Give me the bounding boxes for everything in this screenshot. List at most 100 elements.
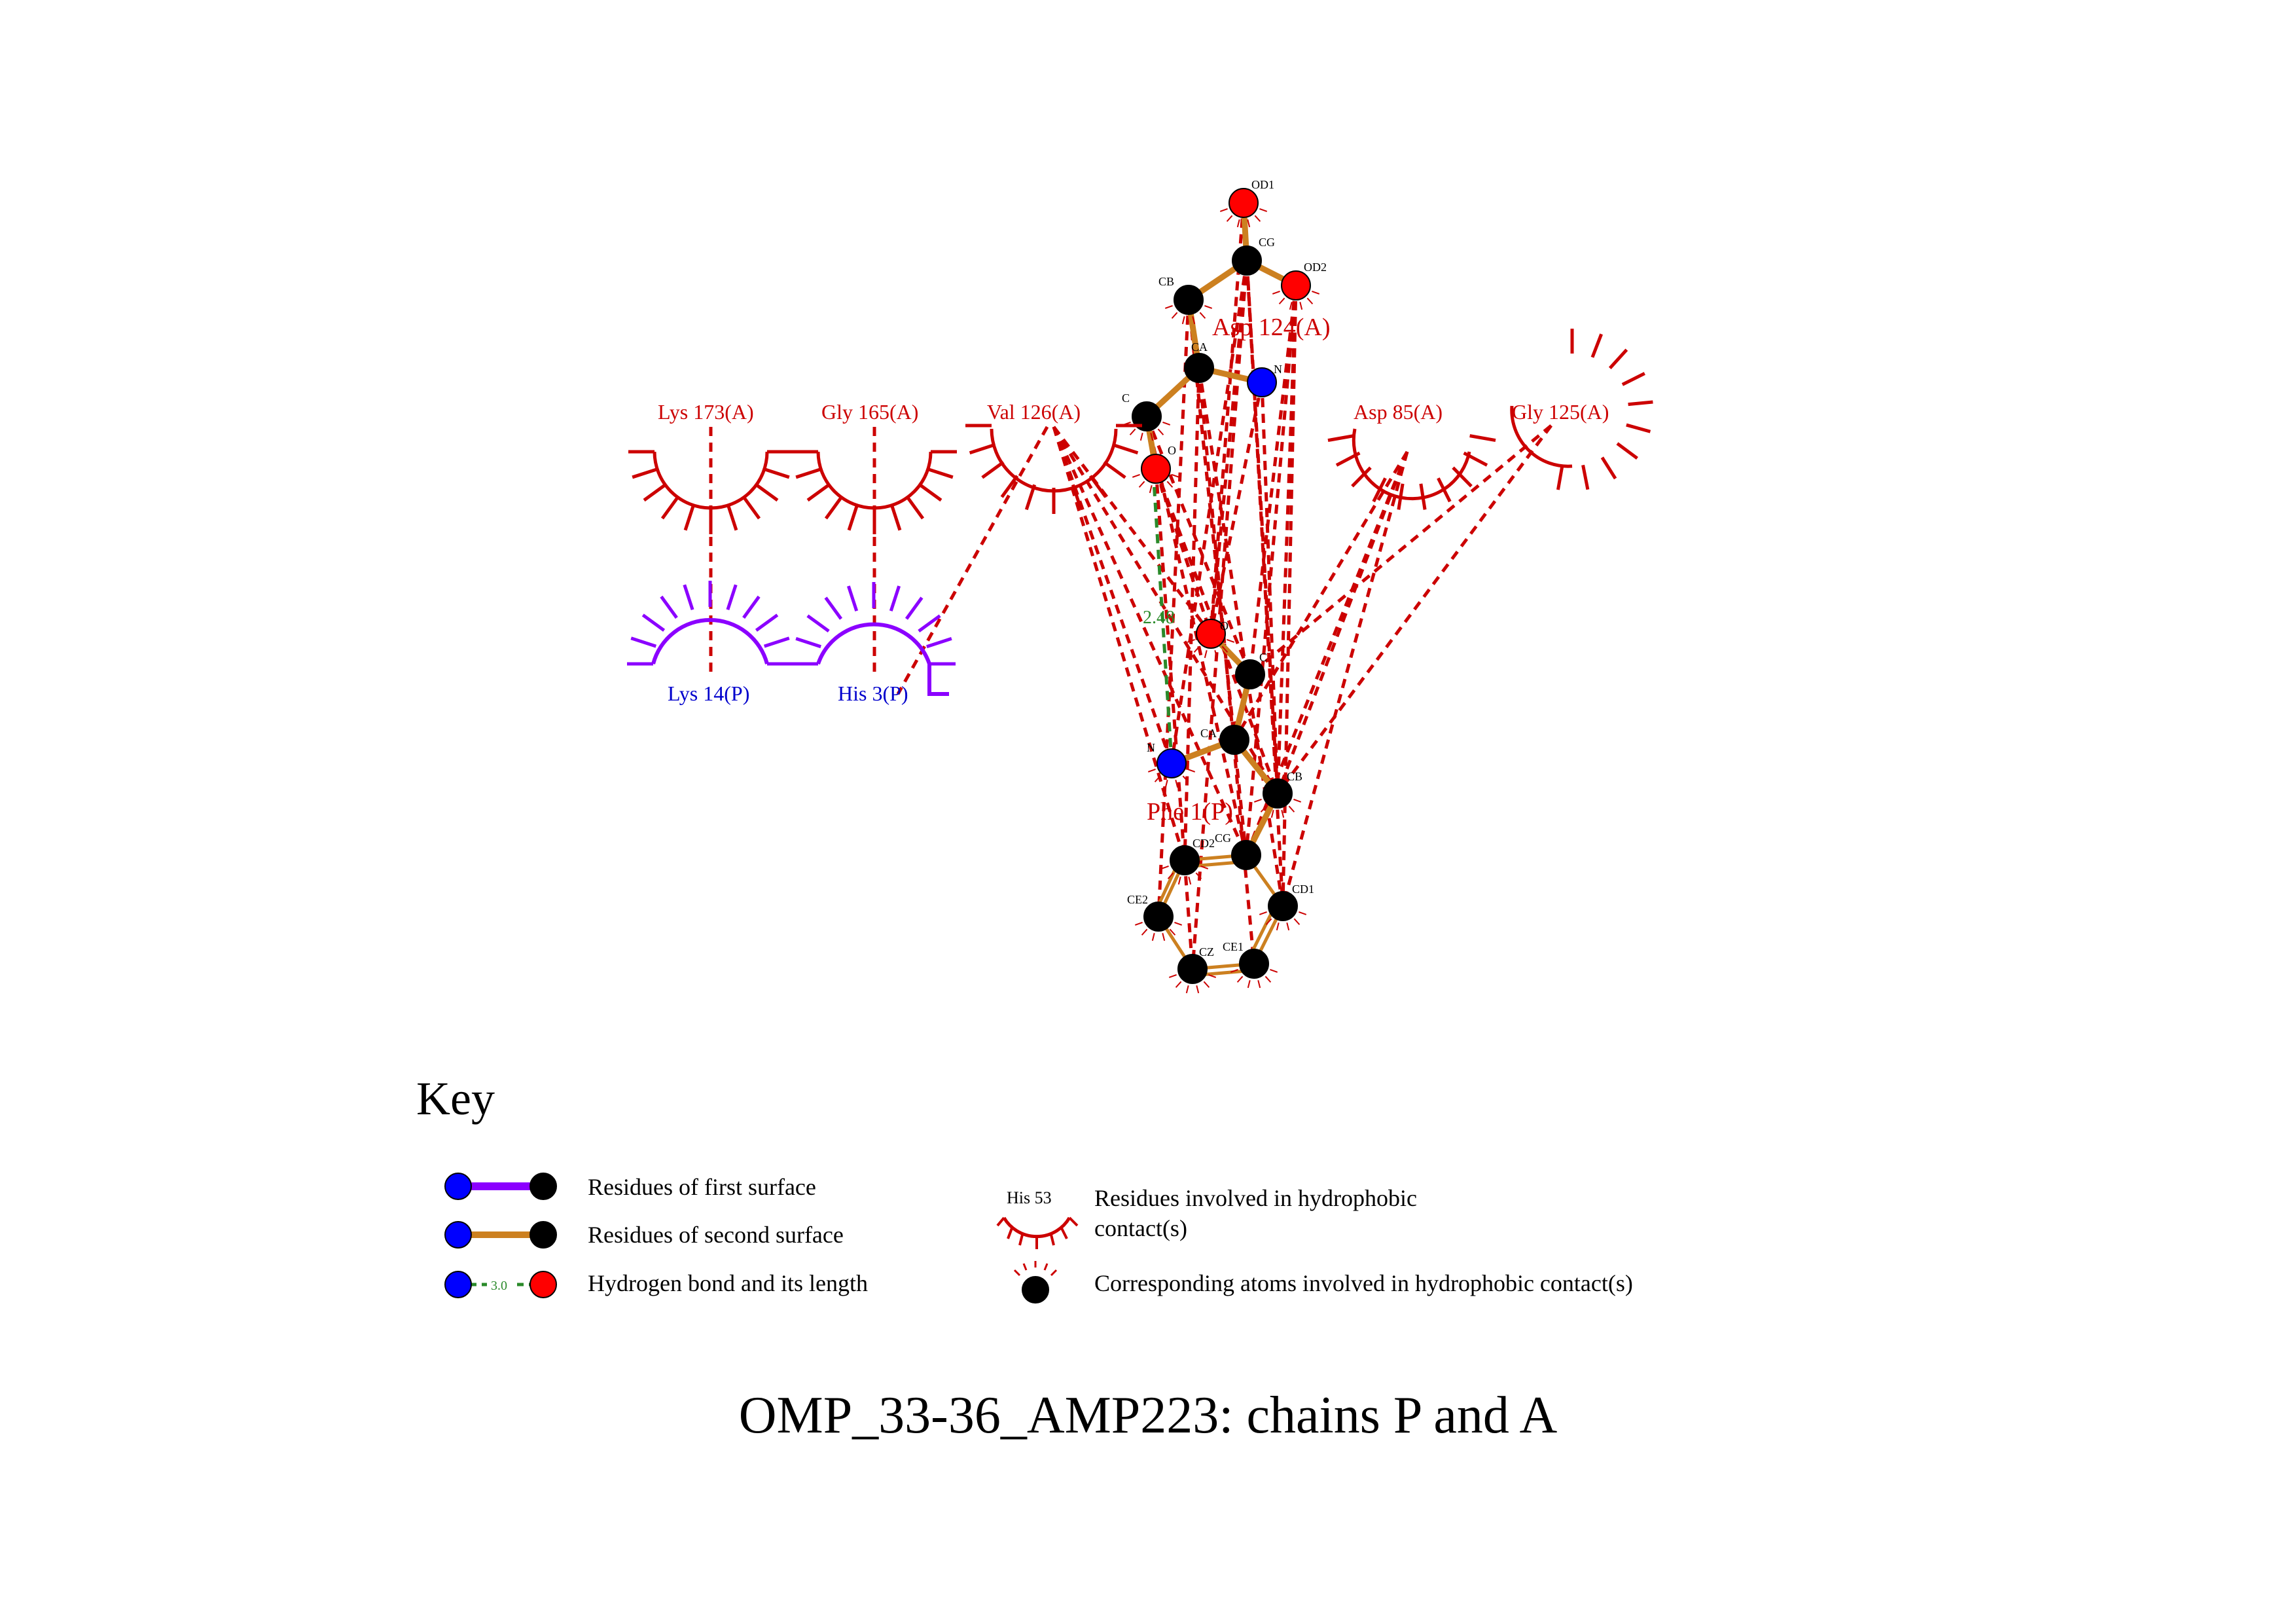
- residue-asp85-label: Asp 85(A): [1354, 400, 1443, 424]
- atom-contact-spoke: [1236, 976, 1244, 983]
- hydrophobic-tick: [683, 505, 695, 531]
- residue-gly125: Gly 125(A): [1510, 400, 1609, 468]
- hydrophobic-tick: [1000, 475, 1019, 498]
- asp124-atom-label: CA: [1191, 340, 1208, 354]
- atom-contact-spoke: [1236, 219, 1240, 228]
- atom-contact-spoke: [1181, 316, 1185, 325]
- key-second-surface-label: Residues of second surface: [588, 1222, 844, 1248]
- hydrophobic-tick: [660, 496, 679, 520]
- phe1-atom-ce2: CE2: [1127, 893, 1174, 932]
- hydrophobic-tick: [1335, 451, 1361, 467]
- atom-contact-spoke: [1227, 638, 1235, 643]
- hydrophobic-tick: [1463, 451, 1488, 467]
- atom-contact-spoke: [1166, 481, 1174, 488]
- atom-contact-spoke: [1187, 768, 1196, 773]
- key-title: Key: [416, 1072, 495, 1125]
- asp124-atom-ca: CA: [1184, 340, 1214, 383]
- hydrophobic-tick: [1628, 400, 1653, 407]
- hydrophobic-tick: [981, 460, 1005, 479]
- hydrophobic-tick: [1590, 333, 1603, 358]
- residue-his3-label: His 3(P): [838, 682, 908, 705]
- key-first-surface: Residues of first surface: [444, 1173, 816, 1200]
- atom-contact-spoke: [1247, 979, 1251, 989]
- key-contact-atom: Corresponding atoms involved in hydropho…: [1013, 1261, 1633, 1304]
- hydrophobic-tick: [1103, 460, 1126, 479]
- hydrophobic-tick: [1419, 483, 1427, 510]
- atom-contact-spoke: [1188, 876, 1192, 885]
- atom-contact-spoke: [1214, 649, 1218, 659]
- atom-contact-spoke: [1134, 921, 1143, 926]
- hydrophobic-contact-line: [1187, 299, 1236, 740]
- asp124-atom-label: OD1: [1251, 178, 1274, 191]
- atom-contact-spoke: [1187, 638, 1195, 643]
- atom-contact-spoke: [1270, 968, 1278, 973]
- atom-contact-spoke: [1208, 974, 1217, 978]
- hydrophobic-contact-lines: [709, 202, 1553, 970]
- hydrophobic-contact-line: [1248, 285, 1298, 675]
- asp124-atom-label: N: [1274, 363, 1282, 376]
- asp124-atom-label: CB: [1158, 275, 1174, 288]
- hydrophobic-tick: [764, 467, 790, 479]
- hydrophobic-tick: [1621, 372, 1645, 386]
- hydrophobic-tick: [755, 613, 779, 632]
- asp124-atom-label: O: [1168, 444, 1176, 457]
- asp124-atom-n: N: [1247, 363, 1282, 397]
- hydrophobic-tick: [742, 595, 761, 619]
- residue-his3: His 3(P): [816, 622, 949, 705]
- atom-contact-spoke: [1151, 932, 1155, 941]
- atom-contact-spoke: [1129, 428, 1136, 435]
- key-hydrophobic-residue: His 53 Residues involved in hydrophobic …: [996, 1185, 1417, 1249]
- residue-val126-label: Val 126(A): [987, 400, 1081, 424]
- atom-contact-spoke: [1159, 484, 1163, 494]
- atom-contact-spoke: [1293, 798, 1302, 803]
- hydrophobic-tick: [918, 614, 941, 633]
- key: Key Residues of first surface Residues o…: [416, 1072, 1633, 1304]
- ligand-a-label: Asp 124(A): [1212, 314, 1330, 341]
- atom-contact-spoke: [1306, 297, 1314, 304]
- atom-contact-spoke: [1162, 421, 1171, 426]
- atom-contact-spoke: [1259, 911, 1267, 915]
- phe1-atom-label: CZ: [1199, 945, 1214, 958]
- phe1-atom-c: C: [1235, 651, 1267, 689]
- hydrophobic-tick: [763, 636, 790, 648]
- atom-contact-spoke: [1195, 872, 1202, 879]
- hbond-length-label: 2.48: [1143, 608, 1175, 628]
- hydrophobic-contact-line: [1260, 382, 1280, 794]
- atom-contact-spoke: [1132, 473, 1140, 478]
- hydrophobic-ticks: [627, 208, 1653, 994]
- phe1-atom-cd1: CD1: [1268, 883, 1314, 921]
- hydrophobic-tick: [824, 596, 843, 620]
- atom-contact-spoke: [1203, 981, 1210, 988]
- hydrophobic-tick: [1088, 475, 1107, 498]
- atom-contact-spoke: [1160, 865, 1169, 869]
- key-hbond: 3.0 Hydrogen bond and its length: [444, 1270, 868, 1298]
- atom-contact-spoke: [1221, 646, 1229, 653]
- atom-contact-spoke: [1172, 473, 1180, 478]
- hydrophobic-tick: [1616, 442, 1638, 460]
- atom-contact-spoke: [1219, 208, 1228, 212]
- hydrophobic-contact-line: [1209, 202, 1246, 634]
- key-contact-atom-label: Corresponding atoms involved in hydropho…: [1094, 1270, 1633, 1296]
- phe1-atom-label: O: [1220, 619, 1229, 632]
- residue-lys173: Lys 173(A): [653, 400, 769, 510]
- atom-contact-spoke: [1192, 316, 1196, 325]
- atom-contact-spoke: [1260, 805, 1267, 812]
- hydrophobic-tick: [1469, 434, 1496, 443]
- atom-contact-spoke: [1177, 876, 1181, 885]
- key-hydrophobic-label-2: contact(s): [1094, 1215, 1187, 1241]
- asp124-atom-label: OD2: [1304, 261, 1327, 274]
- atom-contact-spoke: [1253, 798, 1262, 803]
- atom-contact-spoke: [1200, 865, 1209, 869]
- atom-contact-spoke: [1293, 918, 1300, 925]
- hydrophobic-tick: [806, 614, 830, 633]
- atom-contact-spoke: [1182, 775, 1189, 782]
- residue-asp85: Asp 85(A): [1352, 400, 1471, 501]
- hydrophobic-tick: [1071, 484, 1083, 511]
- atom-contact-spoke: [1226, 215, 1233, 222]
- phe1-atom-label: CB: [1287, 770, 1302, 783]
- atom-contact-spoke: [1168, 974, 1177, 978]
- asp124-atom-c: C: [1122, 392, 1162, 431]
- hydrophobic-residues-a: Lys 173(A) Gly 165(A) Val 126(A) Asp 85(…: [653, 400, 1609, 510]
